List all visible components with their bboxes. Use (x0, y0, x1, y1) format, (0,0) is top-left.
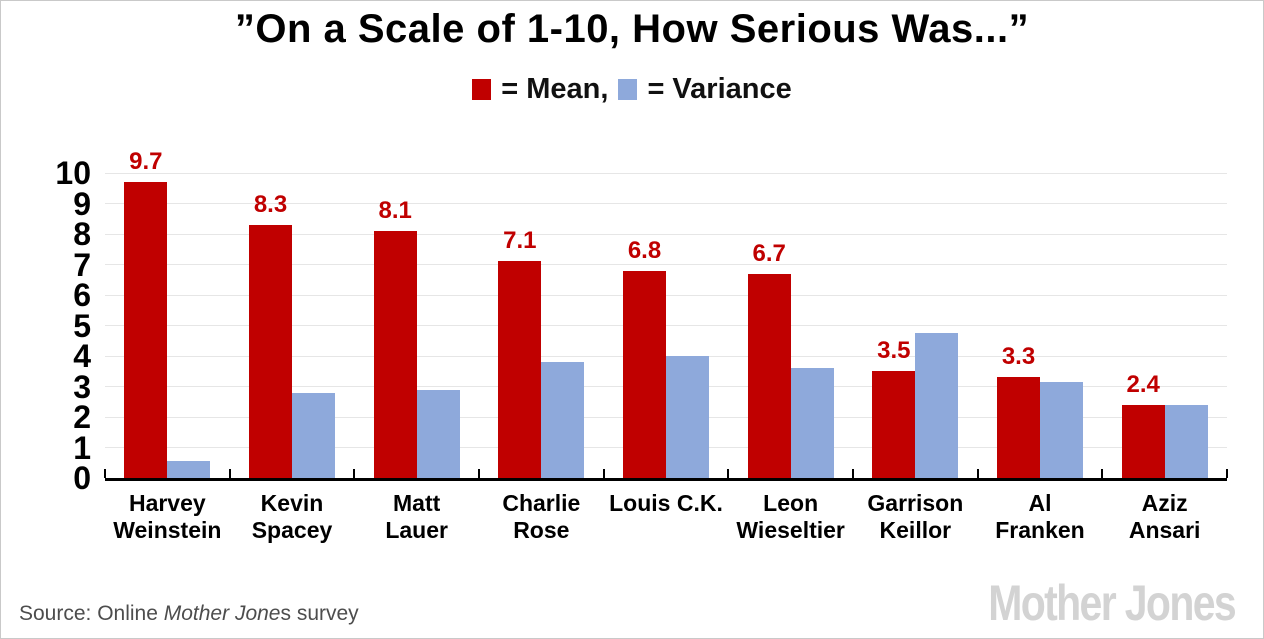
mean-value-label: 2.4 (1126, 370, 1160, 398)
y-axis-label: 5 (73, 307, 91, 344)
mean-legend-swatch (472, 79, 492, 100)
mean-bar (623, 270, 666, 478)
x-axis-label: Al Franken (995, 490, 1085, 543)
mean-bar (747, 273, 791, 478)
axis-tick (602, 469, 605, 478)
grid-line (105, 233, 1227, 235)
mean-value-label: 3.3 (1001, 343, 1036, 371)
axis-tick (1101, 469, 1104, 478)
mean-value-label: 3.5 (877, 337, 911, 365)
y-axis-label: 10 (55, 155, 91, 191)
mean-bar (124, 182, 168, 478)
axis-tick (228, 469, 231, 478)
grid-line (105, 325, 1227, 326)
mean-value-label: 8.1 (378, 196, 412, 224)
x-axis-label: Kevin Spacey (251, 490, 333, 543)
y-axis-label: 6 (73, 277, 91, 313)
variance-bar (541, 362, 585, 478)
variance-bar (790, 368, 834, 478)
mean-bar (1121, 404, 1165, 478)
source-prefix: Source: Online (19, 602, 164, 625)
axis-tick (104, 469, 106, 478)
x-axis-label: Leon Wieseltier (736, 490, 845, 543)
mean-bar (249, 224, 292, 478)
mean-bar (498, 261, 542, 478)
source-suffix: s survey (280, 602, 359, 625)
grid-line (105, 203, 1227, 204)
plot-area: 0 1 2 3 4 5 6 7 8 9 10 9.7 8.3 8.1 7.1 6.8 6.7 3.5 3.3 2.4 (55, 150, 1228, 494)
grid-line (105, 172, 1227, 174)
axis-tick (976, 469, 979, 478)
variance-bar (416, 389, 460, 478)
axis-tick (852, 469, 854, 478)
y-axis-label: 3 (73, 368, 91, 405)
chart-title: ”On a Scale of 1-10, How Serious Was...” (234, 7, 1030, 51)
y-axis-label: 2 (73, 399, 91, 435)
y-axis-label: 1 (73, 429, 91, 466)
mean-legend-label: = Mean, (501, 73, 609, 105)
y-axis-label: 0 (73, 460, 91, 496)
grid-line (105, 264, 1227, 265)
mean-bar (872, 371, 916, 478)
mean-value-label: 6.8 (627, 236, 662, 264)
mean-value-label: 6.7 (752, 239, 786, 267)
variance-bar (1040, 381, 1083, 478)
x-axis-label: Harvey Weinstein (113, 490, 222, 543)
variance-bar (915, 333, 959, 478)
mean-bar (997, 377, 1040, 478)
x-axis-label: Matt Lauer (385, 490, 448, 543)
x-axis-label: Garrison Keillor (867, 490, 964, 543)
mean-bar (373, 230, 417, 478)
mean-value-label: 7.1 (503, 227, 537, 255)
mean-value-label: 8.3 (253, 190, 288, 218)
variance-legend-label: = Variance (647, 73, 792, 105)
y-axis-label: 7 (73, 246, 91, 283)
x-axis-labels: Harvey Weinstein Kevin Spacey Matt Lauer Charl… (105, 490, 1227, 550)
grid-line (105, 294, 1227, 296)
y-axis-label: 4 (73, 338, 91, 374)
variance-bar (666, 356, 709, 478)
axis-tick (353, 469, 356, 478)
mean-value-label: 9.7 (129, 148, 163, 176)
source-italic: Mother Jone (163, 602, 281, 625)
axis-tick (478, 469, 480, 478)
y-axis-label: 9 (73, 185, 91, 222)
variance-bar (167, 461, 211, 478)
x-axis-label: Aziz Ansari (1128, 490, 1201, 543)
chart-legend: = Mean, = Variance (1, 73, 1263, 106)
source-note: Source: Online Mother Jones survey (19, 602, 359, 626)
variance-bar (1164, 404, 1208, 478)
axis-tick (727, 469, 730, 478)
variance-legend-swatch (618, 79, 638, 100)
x-axis-label: Charlie Rose (502, 490, 581, 543)
x-axis-label: Louis C.K. (609, 490, 723, 516)
y-axis-label: 8 (73, 216, 91, 252)
axis-tick (1226, 469, 1228, 478)
variance-bar (292, 392, 335, 478)
mother-jones-logo: Mother Jones (988, 575, 1237, 631)
